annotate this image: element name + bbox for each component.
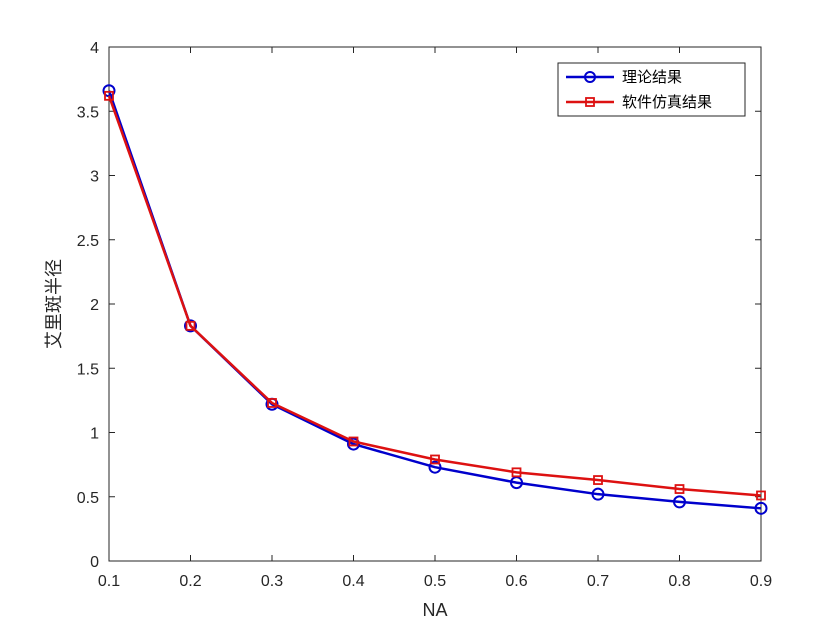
y-tick-label: 2.5 — [77, 233, 99, 250]
y-tick-label: 0 — [90, 554, 99, 571]
data-point-theory — [184, 319, 197, 333]
x-tick-label: 0.2 — [179, 573, 201, 590]
legend-label-theory: 理论结果 — [622, 68, 682, 86]
y-tick-label: 3.5 — [77, 104, 99, 121]
y-tick-label: 0.5 — [77, 490, 99, 507]
data-point-simulation — [756, 490, 766, 501]
data-point-simulation — [430, 454, 440, 465]
data-point-simulation — [511, 467, 522, 478]
data-point-simulation — [185, 320, 196, 331]
y-tick-label: 1 — [90, 426, 99, 443]
y-tick-label: 2 — [90, 297, 99, 314]
series-line-simulation — [107, 95, 762, 497]
legend-box — [557, 62, 746, 117]
series-layer — [102, 84, 768, 515]
data-point-theory — [673, 495, 686, 509]
legend-label-simulation: 软件仿真结果 — [622, 93, 712, 111]
x-tick-label: 0.9 — [750, 573, 772, 590]
y-tick-label: 4 — [90, 40, 99, 57]
x-tick-label: 0.5 — [424, 573, 446, 590]
data-point-simulation — [674, 484, 685, 494]
x-tick-label: 0.3 — [261, 573, 283, 590]
x-tick-label: 0.6 — [505, 573, 527, 590]
y-tick-label: 1.5 — [77, 361, 99, 378]
data-point-simulation — [593, 475, 603, 485]
data-point-simulation — [348, 436, 359, 447]
axis-ticks: 0.1 0.2 0.3 0.4 0.5 0.6 0.7 0.8 0.9 0 0.5 1 1.5 2 2.5 3… — [77, 40, 772, 590]
data-point-simulation — [267, 398, 277, 408]
legend-marker-simulation — [585, 97, 595, 107]
data-point-theory — [428, 460, 442, 474]
data-point-theory — [347, 437, 360, 451]
data-point-simulation — [104, 90, 114, 101]
x-tick-label: 0.4 — [342, 573, 364, 590]
x-tick-label: 0.1 — [98, 573, 120, 590]
data-point-theory — [591, 487, 605, 501]
legend-marker-theory — [584, 71, 596, 83]
y-axis-label: 艾里斑半径 — [44, 259, 64, 349]
y-tick-label: 3 — [90, 169, 99, 186]
x-tick-label: 0.7 — [587, 573, 609, 590]
x-tick-label: 0.8 — [668, 573, 690, 590]
plot-area — [108, 46, 762, 562]
x-axis-label: NA — [422, 600, 447, 620]
legend: 理论结果 软件仿真结果 — [557, 62, 746, 117]
data-point-theory — [754, 501, 768, 515]
